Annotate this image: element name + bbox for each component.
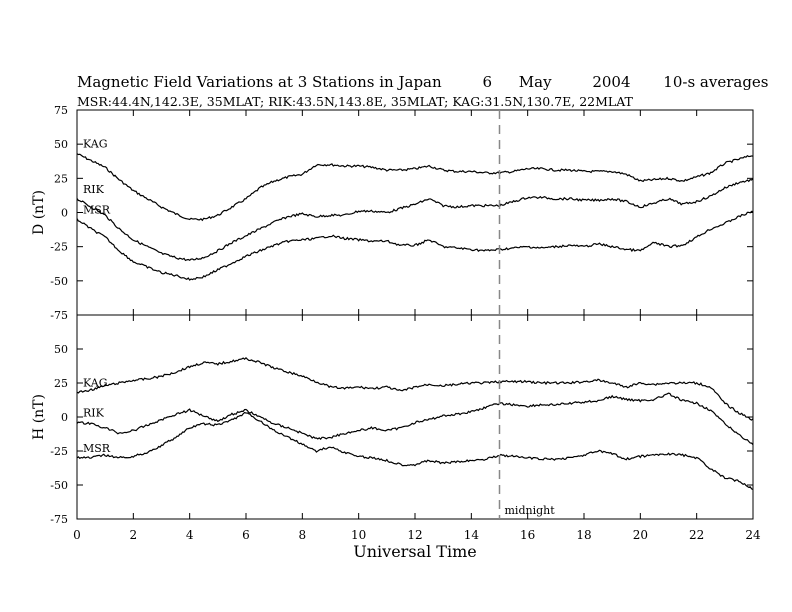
y-tick-label-1-0: -75 xyxy=(50,513,68,526)
title-month: May xyxy=(518,73,552,91)
x-tick-label-12: 24 xyxy=(745,528,761,542)
chart-title: Magnetic Field Variations at 3 Stations … xyxy=(77,73,769,91)
y-tick-label-1-1: -50 xyxy=(50,479,68,492)
panel-frame-0 xyxy=(76,109,754,316)
y-tick-label-1-5: 50 xyxy=(54,343,68,356)
x-tick-label-3: 6 xyxy=(242,528,250,542)
y-tick-label-1-4: 25 xyxy=(54,377,68,390)
y-tick-label-0-4: 25 xyxy=(54,172,68,185)
y-tick-label-0-6: 75 xyxy=(54,104,68,117)
series-label-kag-1: KAG xyxy=(83,377,108,390)
y-tick-label-0-3: 0 xyxy=(61,207,68,220)
series-label-msr-0: MSR xyxy=(83,203,111,216)
y-axis-label-1: H (nT) xyxy=(31,394,47,440)
title-day: 6 xyxy=(482,73,492,91)
y-tick-label-1-2: -25 xyxy=(50,445,68,458)
x-tick-label-5: 10 xyxy=(351,528,366,542)
series-label-msr-1: MSR xyxy=(83,442,111,455)
series-line-msr-1 xyxy=(76,411,754,491)
title-averages: 10-s averages xyxy=(663,73,769,91)
x-tick-label-7: 14 xyxy=(464,528,480,542)
title-year: 2004 xyxy=(592,73,631,91)
x-tick-label-6: 12 xyxy=(407,528,422,542)
series-line-rik-1 xyxy=(76,392,754,446)
series-line-msr-0 xyxy=(76,210,754,281)
panel-frame-1 xyxy=(76,314,754,520)
series-line-kag-1 xyxy=(76,357,754,421)
midnight-marker-label: midnight xyxy=(505,504,556,517)
y-axis-label-0: D (nT) xyxy=(31,190,47,235)
series-label-kag-0: KAG xyxy=(83,138,108,151)
x-axis-label: Universal Time xyxy=(353,542,476,561)
y-tick-label-0-0: -75 xyxy=(50,309,68,322)
y-tick-label-0-5: 50 xyxy=(54,138,68,151)
x-tick-label-9: 18 xyxy=(576,528,591,542)
y-tick-label-0-1: -50 xyxy=(50,275,68,288)
y-tick-label-1-3: 0 xyxy=(61,411,68,424)
x-tick-label-4: 8 xyxy=(299,528,307,542)
series-line-kag-0 xyxy=(76,153,754,222)
x-tick-label-0: 0 xyxy=(73,528,81,542)
series-label-rik-1: RIK xyxy=(83,406,105,419)
x-tick-label-10: 20 xyxy=(633,528,648,542)
x-tick-label-8: 16 xyxy=(520,528,535,542)
x-tick-label-1: 2 xyxy=(130,528,138,542)
x-tick-label-11: 22 xyxy=(689,528,704,542)
y-tick-label-0-2: -25 xyxy=(50,241,68,254)
title-main: Magnetic Field Variations at 3 Stations … xyxy=(77,73,442,91)
x-tick-label-2: 4 xyxy=(186,528,194,542)
chart-subtitle: MSR:44.4N,142.3E, 35MLAT; RIK:43.5N,143.… xyxy=(77,94,633,109)
series-line-rik-0 xyxy=(76,178,754,262)
series-label-rik-0: RIK xyxy=(83,183,105,196)
